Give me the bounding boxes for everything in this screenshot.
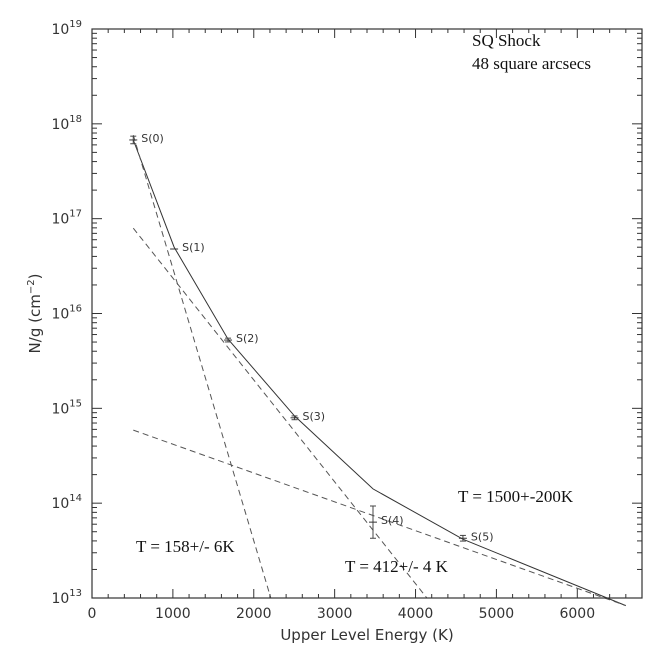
y-tick-label: 1016 xyxy=(51,304,82,323)
x-tick-label: 3000 xyxy=(317,606,353,622)
data-point: S(2) xyxy=(224,332,259,345)
point-label: S(3) xyxy=(303,410,326,423)
x-tick-label: 6000 xyxy=(559,606,595,622)
data-point: S(5) xyxy=(458,530,494,543)
series-layer xyxy=(132,135,626,607)
data-point: S(1) xyxy=(170,241,205,254)
x-tick-label: 5000 xyxy=(479,606,515,622)
point-label: S(0) xyxy=(141,132,164,145)
y-tick-label: 1013 xyxy=(51,588,82,607)
x-tick-label: 0 xyxy=(88,606,97,622)
temperature-label-high: T = 1500+-200K xyxy=(458,487,574,506)
fit-line-3 xyxy=(133,429,626,607)
y-tick-label: 1014 xyxy=(51,493,82,512)
x-tick-label: 4000 xyxy=(398,606,434,622)
region-title: SQ Shock xyxy=(472,31,541,50)
x-axis-title: Upper Level Energy (K) xyxy=(280,626,453,644)
labels-layer: 0 1000 2000 3000 4000 5000 6000 1013 1014 1015 101… xyxy=(51,19,595,622)
x-tick-label: 1000 xyxy=(155,606,191,622)
point-label: S(5) xyxy=(471,530,494,543)
temperature-label-mid: T = 412+/- 4 K xyxy=(345,557,449,576)
plot-frame xyxy=(91,28,643,599)
fit-line-1 xyxy=(132,135,272,599)
y-axis-title: N/g (cm−2) xyxy=(26,274,44,354)
data-point: S(4) xyxy=(368,505,404,539)
data-point: S(3) xyxy=(290,410,326,423)
data-curve xyxy=(132,139,626,607)
point-label: S(4) xyxy=(381,514,404,527)
points-layer: S(0) S(1) S(2) S(3) S(4) S(5) xyxy=(129,132,494,543)
ticks-layer xyxy=(91,28,643,599)
data-point: S(0) xyxy=(129,132,164,145)
y-tick-label: 1015 xyxy=(51,398,82,417)
fit-line-2 xyxy=(132,227,428,599)
point-label: S(1) xyxy=(182,241,205,254)
region-subtitle: 48 square arcsecs xyxy=(472,54,591,73)
y-tick-label: 1017 xyxy=(51,209,82,228)
y-tick-label: 1019 xyxy=(51,19,82,38)
x-tick-label: 2000 xyxy=(236,606,272,622)
temperature-label-low: T = 158+/- 6K xyxy=(136,537,235,556)
point-label: S(2) xyxy=(236,332,259,345)
y-tick-label: 1018 xyxy=(51,114,82,133)
